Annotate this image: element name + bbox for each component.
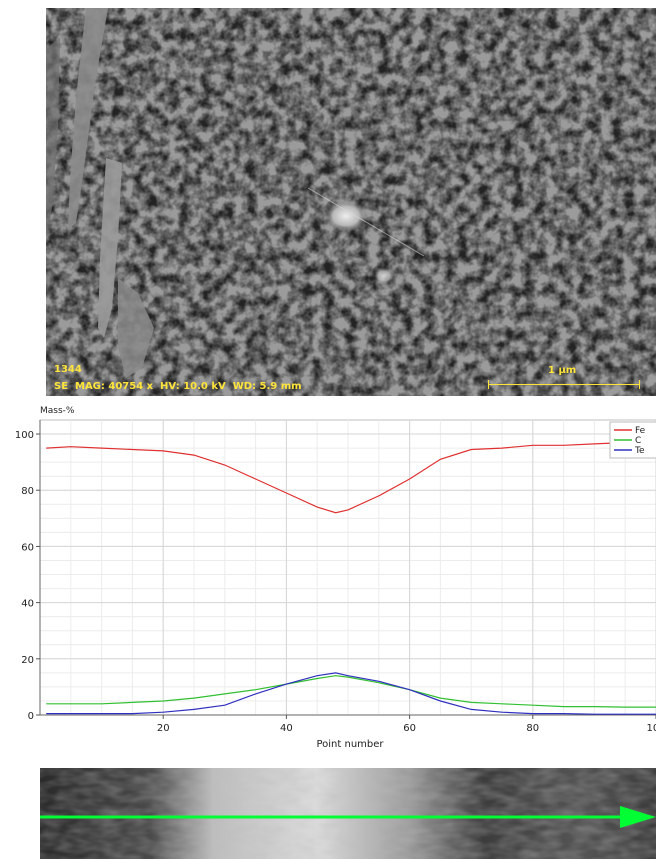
series-line-fe [46, 441, 656, 514]
y-axis-label: Mass-% [40, 406, 75, 416]
x-tick-label: 80 [526, 723, 539, 734]
legend-label-fe: Fe [635, 426, 646, 436]
sem-texture [46, 8, 656, 396]
x-tick-label: 100 [646, 723, 656, 734]
x-axis-label: Point number [316, 739, 384, 750]
y-tick-label: 100 [15, 430, 34, 441]
mass-profile-chart: 0 20 40 60 80 100 20 40 60 80 100 Mass-% Point numbe… [15, 406, 656, 750]
line-scan-image [40, 768, 656, 859]
legend-label-c: C [635, 436, 641, 446]
scale-bar [488, 380, 640, 389]
series-line-te [46, 672, 656, 715]
line-scan-strip [40, 768, 656, 859]
sem-micrograph: 1344 SE MAG: 40754 x HV: 10.0 kV WD: 5.9… [46, 8, 656, 396]
y-tick-label: 40 [21, 599, 34, 610]
x-tick-label: 20 [157, 723, 170, 734]
y-tick-label: 20 [21, 655, 34, 666]
y-tick-label: 60 [21, 542, 34, 553]
series-line-c [46, 675, 656, 708]
x-tick-label: 60 [403, 723, 416, 734]
sem-info-line: SE MAG: 40754 x HV: 10.0 kV WD: 5.9 mm [54, 381, 302, 392]
scale-bar-label: 1 µm [548, 365, 577, 376]
y-tick-label: 0 [28, 711, 34, 722]
x-tick-label: 40 [280, 723, 293, 734]
scan-arrow-icon [620, 806, 656, 828]
frame-number: 1344 [54, 364, 82, 375]
y-tick-label: 80 [21, 486, 34, 497]
legend-label-te: Te [634, 446, 645, 456]
